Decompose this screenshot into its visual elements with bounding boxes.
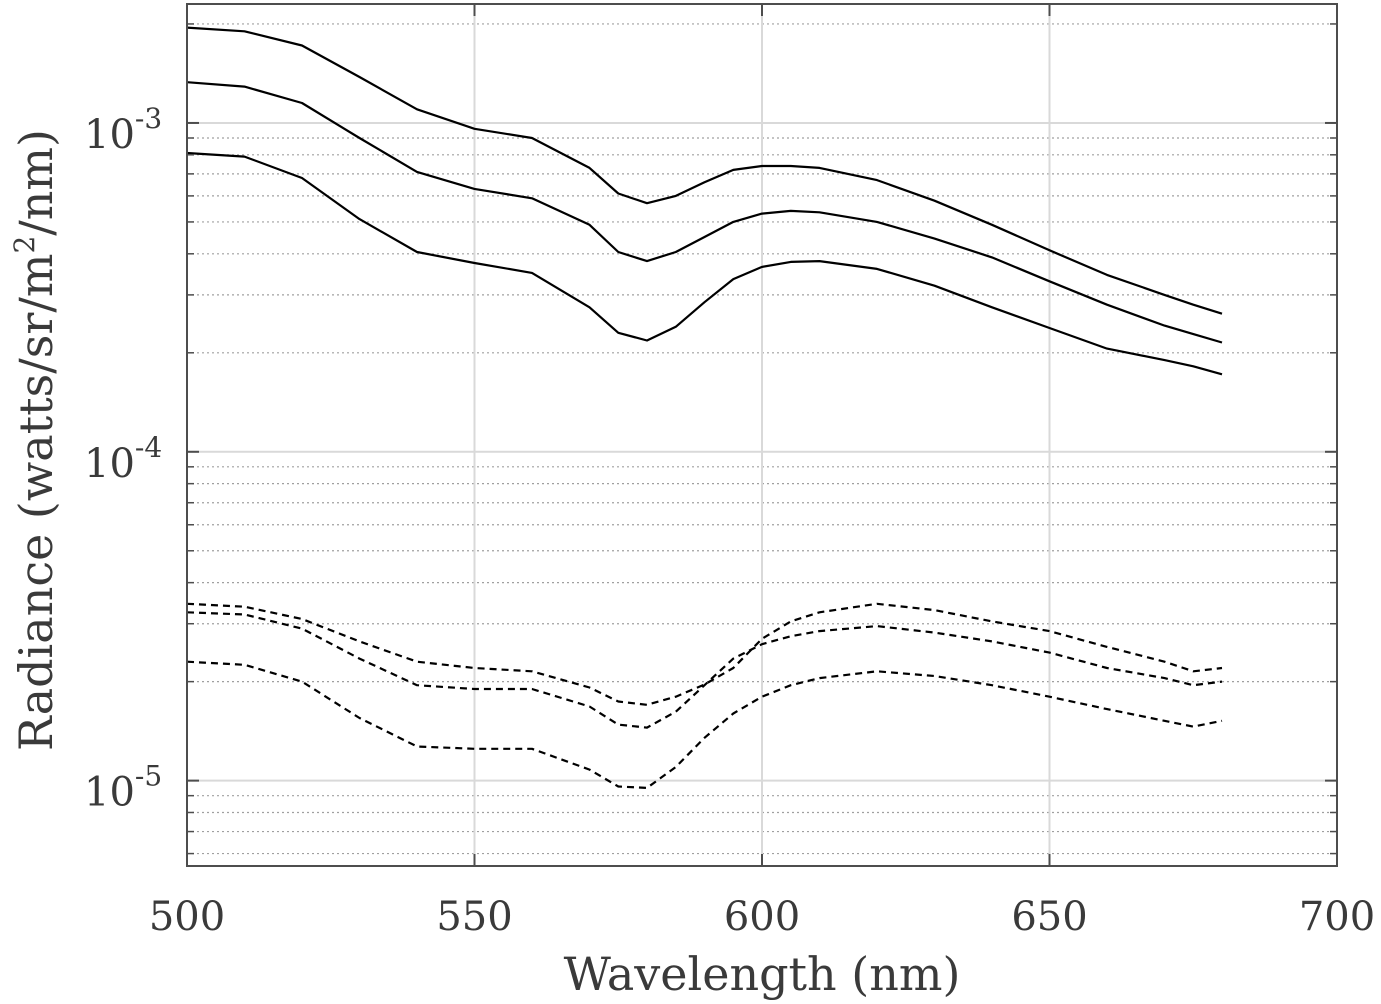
x-tick-label: 550 <box>436 894 512 940</box>
y-axis-title: Radiance (watts/sr/m2/nm) <box>8 129 63 751</box>
y-tick-labels: 10-5 10-4 10-3 <box>84 102 162 816</box>
ticks <box>186 4 1338 866</box>
y-tick-label: 10-3 <box>84 102 162 158</box>
series-line-4 <box>186 602 1223 706</box>
series-line-6 <box>186 660 1223 790</box>
x-tick-label: 600 <box>724 894 800 940</box>
y-tick-label: 10-4 <box>84 431 162 487</box>
series-line-3 <box>186 151 1223 376</box>
series-line-2 <box>186 81 1223 344</box>
series-line-1 <box>186 26 1223 315</box>
y-axis-title-suffix: /nm) <box>9 129 63 236</box>
x-tick-label: 700 <box>1299 894 1375 940</box>
grid <box>187 4 1337 866</box>
x-axis-title: Wavelength (nm) <box>564 947 961 1001</box>
series-group <box>186 26 1223 790</box>
series-line-5 <box>186 611 1223 729</box>
x-tick-labels: 500 550 600 650 700 <box>149 894 1375 940</box>
x-tick-label: 650 <box>1011 894 1087 940</box>
y-tick-label: 10-5 <box>84 760 162 816</box>
y-axis-title-prefix: Radiance (watts/sr/m <box>9 254 63 751</box>
x-tick-label: 500 <box>149 894 225 940</box>
y-axis-title-superscript: 2 <box>8 236 41 254</box>
